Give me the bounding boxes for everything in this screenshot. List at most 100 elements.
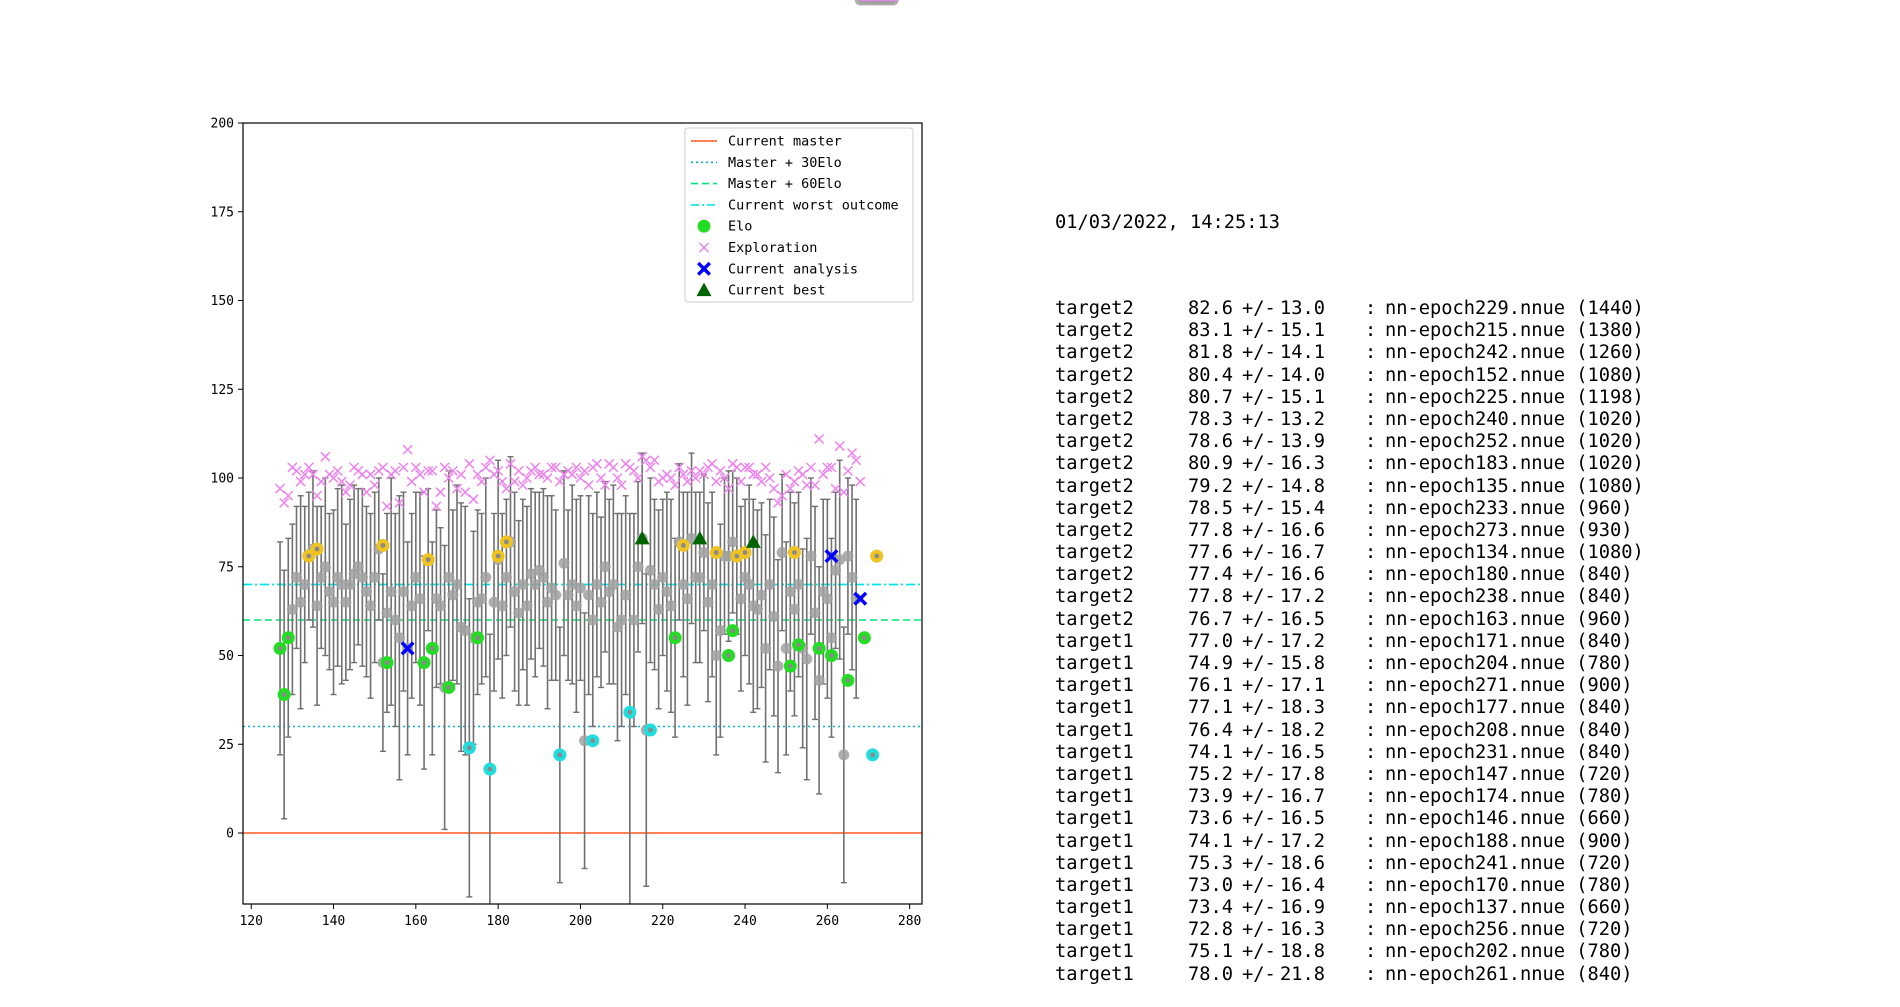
report-rows: target2 82.6 +/- 13.0: nn-epoch229.nnue (144…	[1055, 298, 1644, 986]
elo-point	[319, 561, 331, 573]
exploration-stroke	[410, 462, 421, 473]
exploration-point	[357, 469, 368, 480]
report-row: target2 83.1 +/- 15.1: nn-epoch215.nnue (138…	[1055, 320, 1644, 342]
exploration-stroke	[731, 462, 742, 473]
report-row: target1 77.0 +/- 17.2: nn-epoch171.nnue (840…	[1055, 631, 1644, 653]
elo-point	[677, 579, 689, 590]
elo-point	[780, 642, 792, 654]
exploration-point	[513, 465, 524, 476]
exploration-stroke	[735, 476, 746, 487]
elo-points	[274, 0, 899, 775]
elo-point	[574, 582, 586, 594]
elo-point	[480, 571, 492, 583]
report-mean: 76.7	[1188, 608, 1234, 630]
exploration-point	[423, 465, 434, 476]
exploration-stroke	[443, 472, 454, 484]
elo-point	[784, 586, 796, 598]
report-pm: +/-	[1242, 364, 1276, 386]
report-target: target2	[1055, 564, 1134, 586]
report-target: target1	[1055, 852, 1134, 874]
elo-highlight-point-center	[796, 642, 801, 648]
exploration-point	[809, 480, 821, 491]
exploration-point	[369, 480, 380, 491]
exploration-stroke	[764, 472, 775, 484]
elo-point	[661, 586, 673, 598]
elo-point	[521, 600, 533, 612]
exploration-point	[464, 458, 475, 469]
report-row: target2 81.8 +/- 14.1: nn-epoch242.nnue (126…	[1055, 342, 1644, 364]
exploration-point	[641, 455, 652, 466]
legend-label: Current worst outcome	[728, 197, 899, 213]
report-row: target2 77.4 +/- 16.6: nn-epoch180.nnue (840…	[1055, 564, 1644, 586]
report-sep: :	[1365, 786, 1377, 808]
report-pm: +/-	[1242, 542, 1276, 564]
current-best-marker	[745, 534, 761, 548]
report-err: 15.4	[1280, 497, 1326, 519]
report-target: target2	[1055, 497, 1134, 519]
exploration-point	[616, 480, 627, 491]
exploration-stroke	[328, 472, 339, 484]
report-timestamp: 01/03/2022, 14:25:13	[1055, 212, 1281, 233]
report-sep: :	[1365, 919, 1377, 941]
top-elo-highlight-point-center	[495, 553, 501, 559]
report-err: 14.0	[1280, 364, 1326, 386]
report-pm: +/-	[1242, 453, 1276, 475]
report-row: target1 75.3 +/- 18.6: nn-epoch241.nnue (720…	[1055, 853, 1644, 875]
exploration-point	[818, 469, 829, 480]
exploration-stroke	[406, 476, 417, 487]
elo-point	[517, 579, 529, 590]
report-sep: :	[1365, 963, 1377, 985]
exploration-stroke	[583, 480, 594, 491]
exploration-stroke	[451, 483, 463, 494]
exploration-stroke	[801, 480, 812, 491]
exploration-point	[493, 465, 504, 476]
report-mean: 77.8	[1188, 519, 1234, 541]
elo-point	[414, 593, 426, 605]
elo-point	[323, 586, 335, 598]
report-row: target1 73.9 +/- 16.7: nn-epoch174.nnue (780…	[1055, 786, 1644, 808]
elo-point	[801, 653, 813, 665]
report-err: 13.0	[1280, 298, 1326, 319]
reference-lines	[243, 583, 922, 834]
elo-point	[788, 603, 800, 615]
elo-point	[447, 589, 459, 601]
elo-point	[336, 579, 348, 590]
elo-point	[727, 536, 739, 548]
exploration-stroke	[279, 497, 290, 508]
top-elo-highlight-point-center	[742, 550, 748, 555]
low-elo-highlight-point-center	[870, 752, 876, 758]
low-elo-highlight-point-center	[627, 709, 633, 715]
exploration-point	[847, 448, 858, 459]
exploration-point	[480, 462, 491, 473]
report-err: 17.8	[1280, 763, 1326, 785]
report-row: target1 74.1 +/- 17.2: nn-epoch188.nnue (900…	[1055, 831, 1644, 853]
elo-point	[558, 557, 570, 569]
report-row: target1 73.0 +/- 16.4: nn-epoch170.nnue (780…	[1055, 875, 1644, 897]
report-err: 15.1	[1280, 320, 1326, 342]
elo-point	[328, 596, 340, 608]
exploration-stroke	[616, 480, 627, 491]
exploration-point	[410, 462, 421, 473]
y-tick-label: 175	[211, 205, 234, 220]
x-tick-label: 240	[733, 914, 756, 929]
elo-highlight-point-center	[285, 635, 291, 641]
report-target: target2	[1055, 386, 1134, 408]
report-mean: 76.4	[1188, 719, 1234, 741]
report-err: 13.9	[1280, 431, 1326, 453]
elo-point	[500, 571, 512, 583]
elo-highlight-point-center	[277, 646, 283, 651]
report-row: target2 77.8 +/- 17.2: nn-epoch238.nnue (840…	[1055, 586, 1644, 608]
y-tick-label: 50	[218, 649, 234, 664]
report-pm: +/-	[1242, 741, 1276, 763]
report-target: target1	[1055, 786, 1134, 808]
exploration-point	[711, 476, 722, 487]
top-elo-highlight-point-center	[792, 550, 797, 555]
report-sep: :	[1365, 320, 1377, 342]
report-mean: 80.7	[1188, 386, 1234, 408]
exploration-point	[279, 497, 290, 508]
elo-point	[743, 579, 755, 590]
legend-label: Elo	[728, 219, 752, 235]
exploration-point	[583, 480, 594, 491]
report-mean: 77.4	[1188, 564, 1234, 586]
exploration-stroke	[715, 465, 726, 476]
